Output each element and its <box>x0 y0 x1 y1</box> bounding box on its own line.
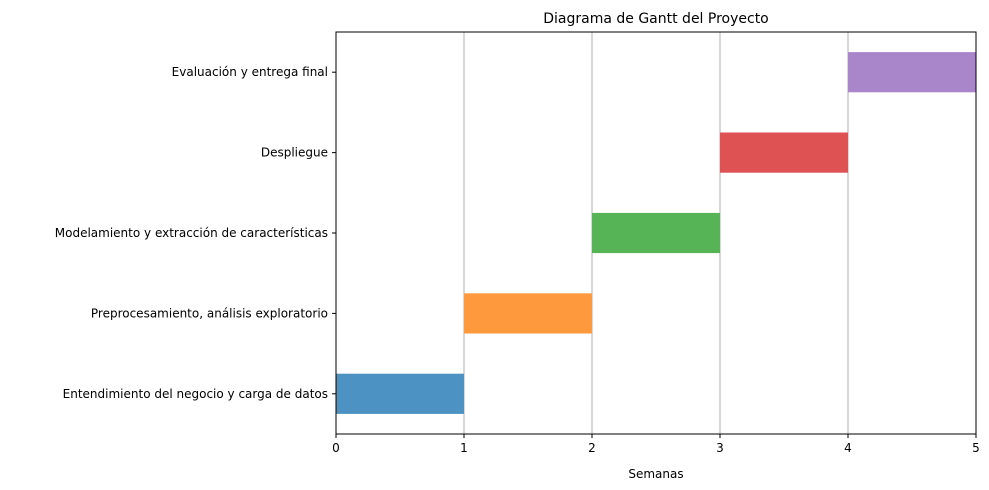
y-axis-ticks: Entendimiento del negocio y carga de dat… <box>55 65 336 401</box>
y-tick-label: Entendimiento del negocio y carga de dat… <box>63 387 328 401</box>
task-bar <box>336 373 464 414</box>
y-tick-label: Modelamiento y extracción de característ… <box>55 226 328 240</box>
chart-title: Diagrama de Gantt del Proyecto <box>543 11 769 27</box>
task-bar <box>464 293 592 334</box>
x-axis-ticks: 0 1 2 3 4 5 <box>332 434 980 455</box>
y-tick-label: Preprocesamiento, análisis exploratorio <box>91 306 328 320</box>
x-tick-label: 5 <box>972 441 980 455</box>
x-tick-label: 4 <box>844 441 852 455</box>
y-tick-label: Despliegue <box>261 146 328 160</box>
x-tick-label: 2 <box>588 441 596 455</box>
x-tick-label: 1 <box>460 441 468 455</box>
x-axis-label: Semanas <box>628 467 683 481</box>
task-bar <box>848 52 976 93</box>
x-tick-label: 0 <box>332 441 340 455</box>
task-bars <box>336 52 976 414</box>
x-tick-label: 3 <box>716 441 724 455</box>
task-bar <box>592 212 720 254</box>
y-tick-label: Evaluación y entrega final <box>172 65 328 79</box>
task-bar <box>720 132 848 173</box>
